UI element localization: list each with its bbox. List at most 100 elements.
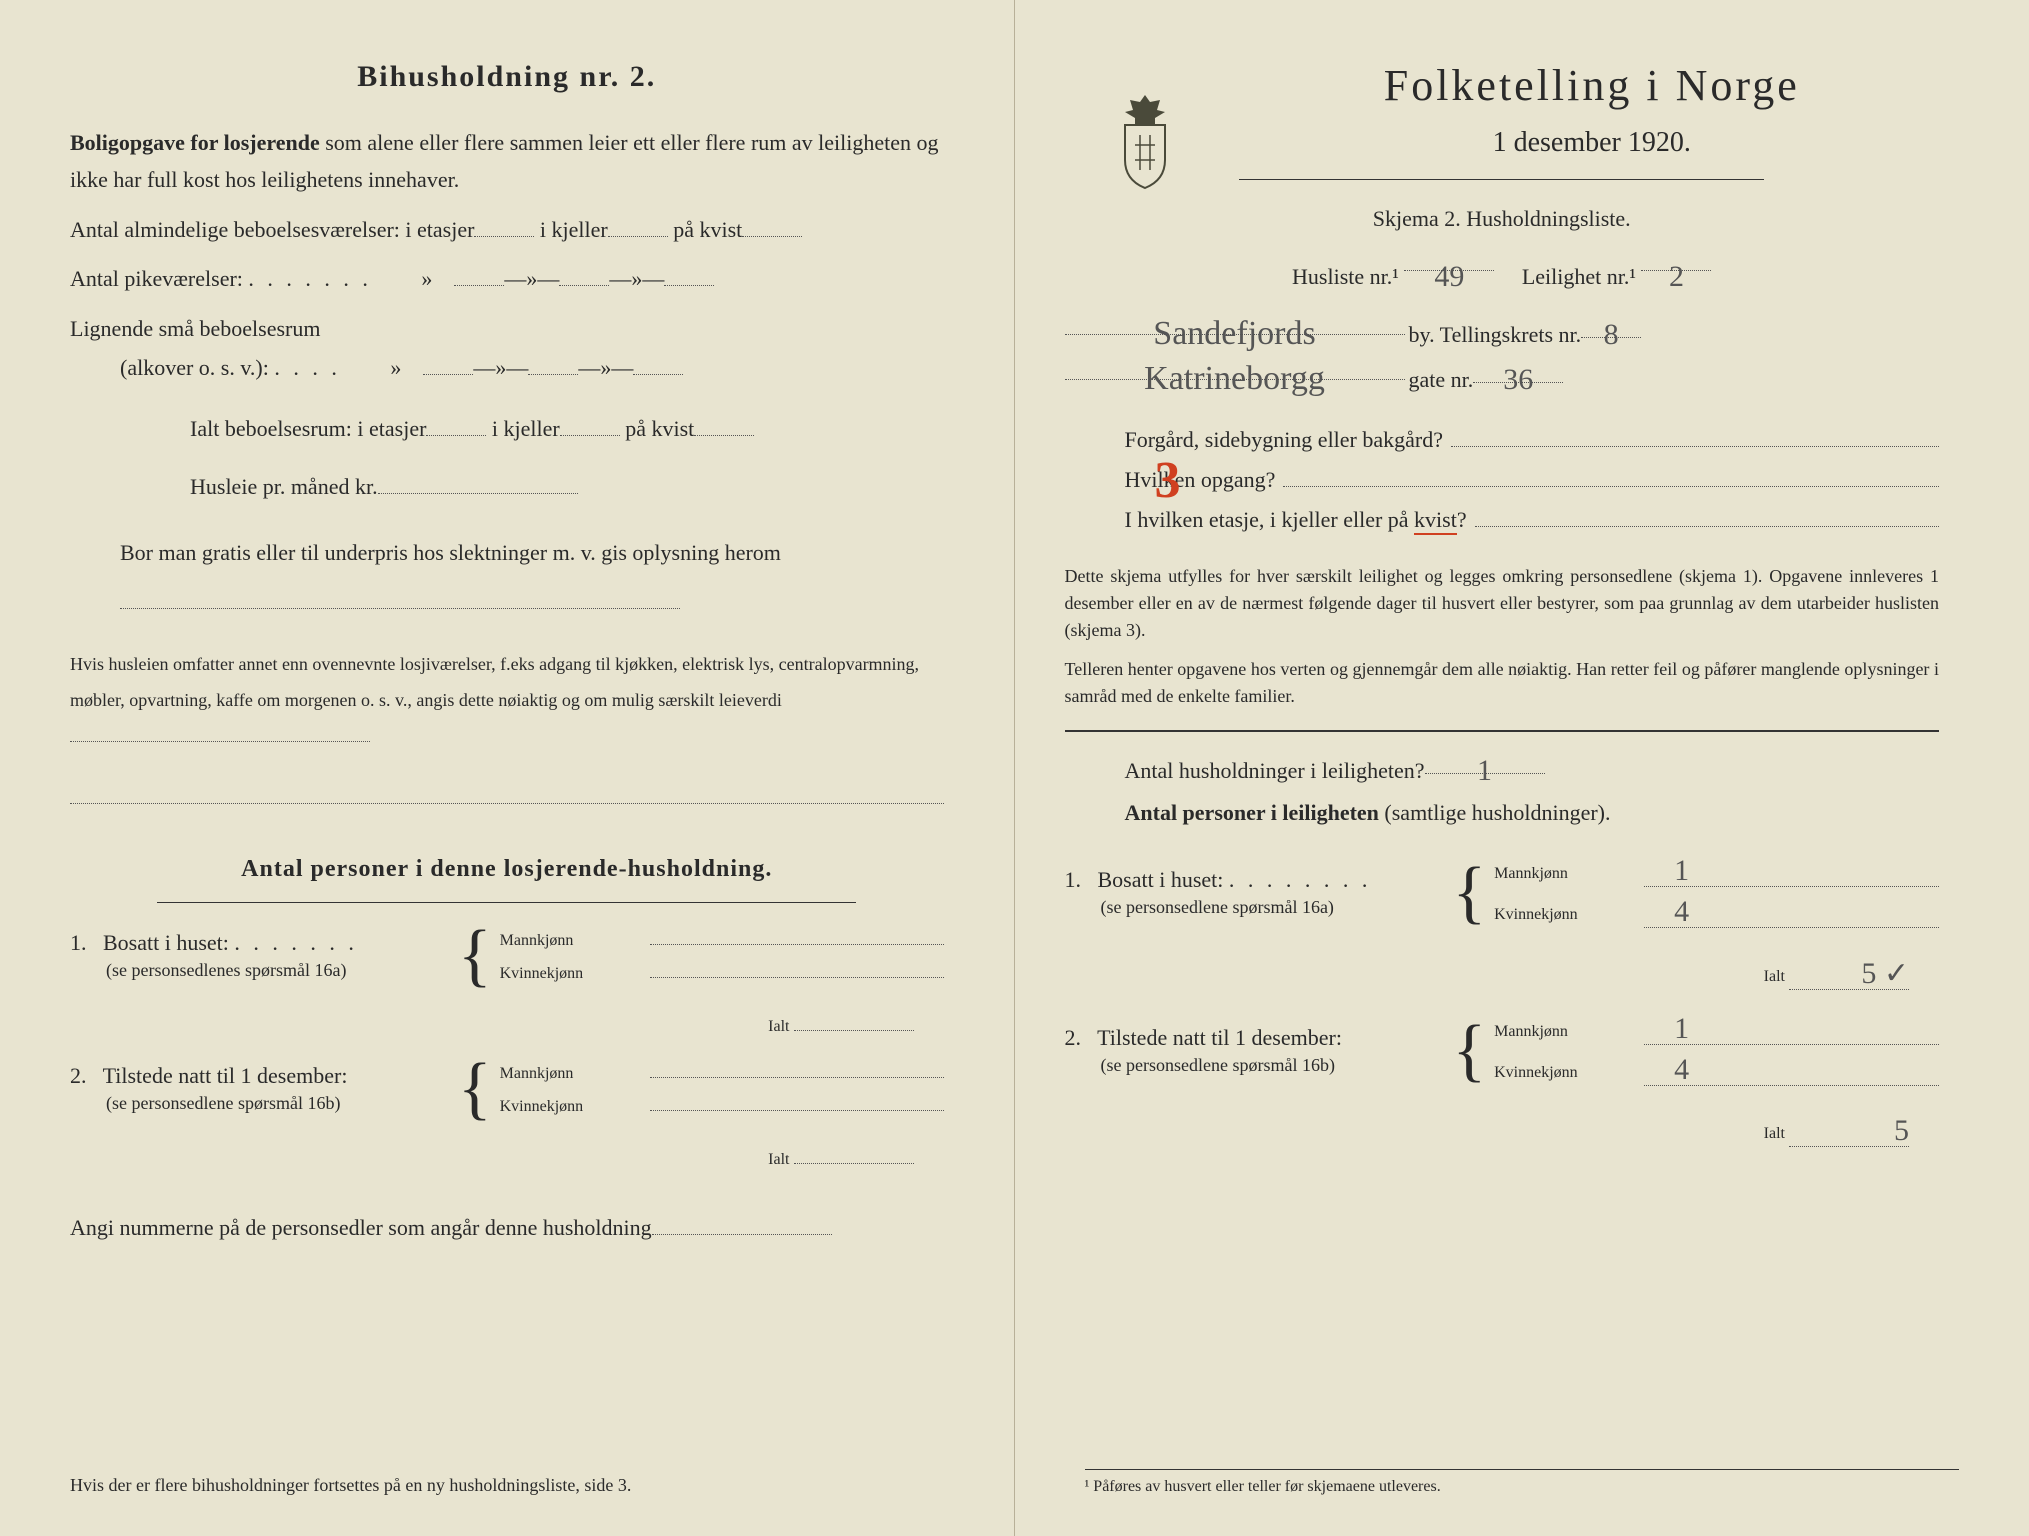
mann-label: Mannkjønn [500, 932, 650, 950]
ialt-value-1: 5 ✓ [1861, 957, 1909, 990]
tilstede-left: 2. Tilstede natt til 1 desember: (se per… [70, 1063, 450, 1115]
blank [652, 1213, 832, 1235]
persons-title-bold: Antal personer i leiligheten [1125, 800, 1379, 825]
pikevar-label: Antal pikeværelser: [70, 266, 243, 291]
leilighet-label: Leilighet nr.¹ [1522, 264, 1636, 289]
brace-icon: { [1453, 1030, 1487, 1072]
header-block: Folketelling i Norge 1 desember 1920. [1245, 60, 1940, 167]
bosatt-sub: (se personsedlenes spørsmål 16a) [106, 960, 346, 980]
lignende-line-a: Lignende små beboelsesrum [70, 310, 944, 347]
husliste-value: 49 [1434, 260, 1464, 293]
brace-icon: { [1453, 872, 1487, 914]
kvinne-label-r: Kvinnekjønn [1494, 906, 1644, 924]
ialt-label: Ialt beboelsesrum: i etasjer [190, 416, 426, 441]
hushold-value: 1 [1477, 754, 1492, 787]
ialt-row-1: Ialt [70, 1009, 914, 1036]
rooms-label-1: Antal almindelige beboelsesværelser: i e… [70, 217, 474, 242]
blank [608, 215, 668, 237]
blank [1475, 503, 1939, 527]
bosatt-block-r: 1. Bosatt i huset: . . . . . . . . (se p… [1065, 852, 1940, 934]
persons-title-sub: (samtlige husholdninger). [1379, 800, 1611, 825]
blank [650, 956, 944, 978]
alkover-label: (alkover o. s. v.): [120, 355, 269, 380]
red-mark: 3 [1155, 451, 1181, 510]
kvinne-field-2: 4 [1644, 1051, 1939, 1086]
blank [528, 353, 578, 375]
forgard-label: Forgård, sidebygning eller bakgård? [1125, 427, 1444, 453]
tilstede-block-r: 2. Tilstede natt til 1 desember: (se per… [1065, 1010, 1940, 1092]
ialt-row-r2: Ialt 5 [1065, 1112, 1910, 1147]
location-questions: 3 Forgård, sidebygning eller bakgård? Hv… [1125, 423, 1940, 533]
rent-label: Husleie pr. måned kr. [190, 474, 378, 499]
etasje-label: I hvilken etasje, i kjeller eller på kvi… [1125, 507, 1467, 533]
hushold-field: 1 [1425, 752, 1545, 774]
street-value: Katrineborgg [1144, 360, 1325, 397]
hushold-label: Antal husholdninger i leiligheten? [1125, 758, 1425, 784]
ialt-field-1: 5 ✓ [1789, 954, 1909, 990]
kvinne-label: Kvinnekjønn [500, 1098, 650, 1116]
blank [560, 414, 620, 436]
right-footnote: ¹ Påføres av husvert eller teller før sk… [1085, 1469, 1960, 1496]
krets-value: 8 [1604, 318, 1619, 351]
mann-field-2: 1 [1644, 1010, 1939, 1045]
blank [794, 1009, 914, 1031]
dots: . . . . [274, 355, 341, 380]
mann-label-r2: Mannkjønn [1494, 1023, 1644, 1041]
krets-field: 8 [1581, 316, 1641, 338]
kvinne-label: Kvinnekjønn [500, 965, 650, 983]
blank [650, 1089, 944, 1111]
intro-paragraph: Boligopgave for losjerende som alene ell… [70, 124, 944, 199]
blank [426, 414, 486, 436]
angi-line: Angi nummerne på de personsedler som ang… [70, 1209, 944, 1246]
tilstede-label-r: Tilstede natt til 1 desember: [1097, 1025, 1342, 1050]
brace-icon: { [458, 935, 492, 977]
tilstede-right-r: Mannkjønn 1 Kvinnekjønn4 [1494, 1010, 1939, 1092]
bosatt-num-r: 1. [1065, 867, 1082, 892]
ialt-rooms-line: Ialt beboelsesrum: i etasjer i kjeller p… [190, 410, 944, 447]
tilstede-right: Mannkjønn Kvinnekjønn [500, 1056, 944, 1122]
ialt-label-r: Ialt [1764, 968, 1785, 985]
kvinne-label-r2: Kvinnekjønn [1494, 1064, 1644, 1082]
title-rule [1239, 179, 1764, 180]
blank [120, 587, 680, 609]
blank [650, 923, 944, 945]
ialt-row-r1: Ialt 5 ✓ [1065, 954, 1910, 990]
bosatt-num: 1. [70, 930, 87, 955]
left-footnote: Hvis der er flere bihusholdninger fortse… [70, 1475, 944, 1496]
etasje-row: I hvilken etasje, i kjeller eller på kvi… [1125, 503, 1940, 533]
blank [1283, 463, 1939, 487]
street-nr-value: 36 [1503, 363, 1533, 396]
ialt-row-2: Ialt [70, 1142, 914, 1169]
blank [694, 414, 754, 436]
mann-label: Mannkjønn [500, 1065, 650, 1083]
coat-of-arms-icon [1105, 90, 1185, 190]
street-field: Katrineborgg [1065, 358, 1405, 380]
tilstede-num: 2. [70, 1063, 87, 1088]
rooms-line-1: Antal almindelige beboelsesværelser: i e… [70, 211, 944, 248]
persons-section-title: Antal personer i denne losjerende-hushol… [70, 849, 944, 890]
tilstede-left-r: 2. Tilstede natt til 1 desember: (se per… [1065, 1025, 1445, 1077]
lignende-line-b: (alkover o. s. v.): . . . . » —»——»— [120, 349, 944, 386]
blank [633, 353, 683, 375]
leilighet-value: 2 [1669, 260, 1684, 293]
blank [474, 215, 534, 237]
bosatt-sub-r: (se personsedlene spørsmål 16a) [1101, 897, 1334, 917]
ialt-label-c: på kvist [625, 416, 694, 441]
census-date: 1 desember 1920. [1245, 119, 1940, 167]
mann-value-2: 1 [1674, 1012, 1689, 1045]
ialt-label-r2: Ialt [1764, 1125, 1785, 1142]
dots: . . . . . . . [234, 930, 358, 955]
etasje-q: ? [1457, 507, 1467, 532]
hushold-count-row: Antal husholdninger i leiligheten? 1 [1125, 752, 1940, 784]
census-title: Folketelling i Norge [1245, 60, 1940, 111]
husliste-field: 49 [1404, 249, 1494, 271]
gratis-text: Bor man gratis eller til underpris hos s… [120, 540, 781, 565]
city-row: Sandefjords by. Tellingskrets nr. 8 [1065, 313, 1940, 348]
persons-heading: Antal personer i leiligheten (samtlige h… [1125, 794, 1940, 831]
brace-icon: { [458, 1068, 492, 1110]
opgang-row: Hvilken opgang? [1125, 463, 1940, 493]
angi-label: Angi nummerne på de personsedler som ang… [70, 1215, 652, 1240]
bosatt-label-r: Bosatt i huset: [1098, 867, 1224, 892]
blank-full [70, 782, 944, 804]
rent-line: Husleie pr. måned kr. [190, 468, 944, 505]
